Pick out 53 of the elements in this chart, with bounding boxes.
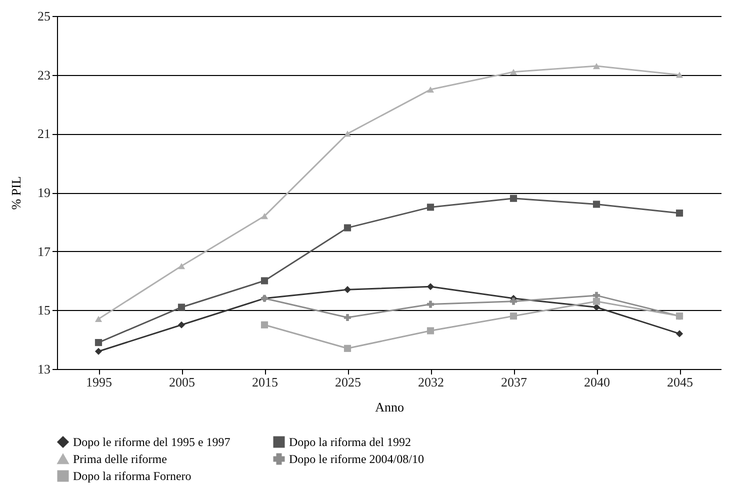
point — [426, 300, 434, 308]
point — [260, 277, 268, 284]
point — [676, 72, 684, 78]
y-axis-title: % PIL — [8, 176, 24, 210]
point — [178, 304, 186, 311]
y-tick-label: 25 — [38, 8, 50, 24]
legend-label: Dopo la riforma Fornero — [73, 469, 192, 483]
point — [676, 210, 684, 217]
point — [510, 194, 518, 202]
legend-label: Dopo le riforme del 1995 e 1997 — [73, 435, 230, 449]
point — [510, 298, 518, 305]
point — [426, 283, 434, 290]
point — [344, 224, 352, 232]
x-tick-label: 2032 — [418, 374, 444, 390]
point — [426, 327, 434, 334]
point — [344, 130, 352, 137]
y-tick-label: 17 — [38, 244, 51, 259]
point — [510, 68, 518, 75]
y-tick-label: 15 — [38, 302, 50, 318]
x-tick-label: 2005 — [169, 374, 195, 390]
x-tick-label: 1995 — [86, 374, 112, 390]
y-tick-label: 13 — [38, 362, 50, 376]
point — [94, 348, 102, 355]
point — [260, 212, 268, 220]
legend-label: Dopo le riforme 2004/08/10 — [289, 452, 424, 466]
x-tick-label: 2015 — [252, 374, 278, 390]
legend-label: Prima delle riforme — [73, 452, 167, 466]
point — [344, 286, 352, 294]
point — [178, 262, 186, 270]
x-tick-label: 2040 — [584, 374, 610, 390]
point — [592, 298, 600, 305]
point — [178, 321, 186, 328]
point — [260, 321, 268, 328]
y-tick-label: 23 — [38, 67, 50, 82]
point — [344, 314, 352, 322]
point — [592, 62, 600, 70]
x-axis-title: Anno — [375, 400, 404, 414]
point — [676, 330, 684, 338]
point — [592, 200, 600, 208]
point — [344, 344, 352, 352]
point — [592, 304, 600, 311]
x-tick-label: 2045 — [667, 374, 693, 390]
point — [510, 312, 518, 320]
point — [94, 338, 102, 346]
y-tick-label: 21 — [38, 126, 50, 142]
x-tick-label: 2037 — [501, 374, 528, 390]
x-tick-label: 2025 — [335, 374, 361, 390]
point — [426, 204, 434, 211]
point — [592, 292, 600, 299]
point — [426, 86, 434, 93]
point — [94, 316, 102, 322]
y-tick-label: 19 — [38, 185, 50, 200]
legend-label: Dopo la riforma del 1992 — [289, 435, 411, 449]
